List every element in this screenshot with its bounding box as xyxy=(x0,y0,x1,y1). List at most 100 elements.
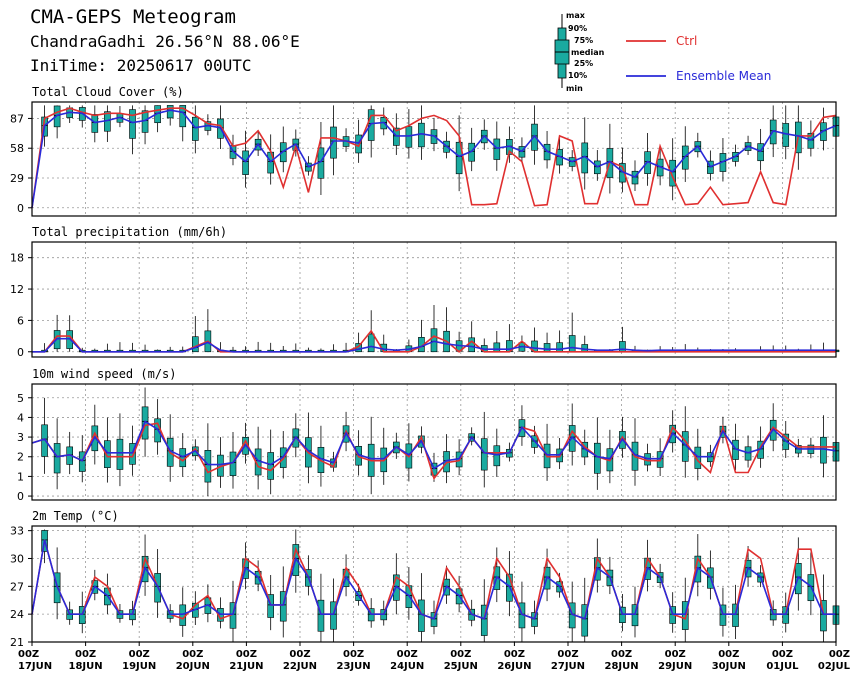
y-tick-label: 6 xyxy=(17,314,24,327)
legend-box-label: median xyxy=(571,48,605,57)
box-iqr xyxy=(531,123,538,151)
init-time-label: IniTime: 20250617 00UTC xyxy=(30,56,252,75)
box-iqr xyxy=(179,604,187,626)
box-iqr xyxy=(430,328,438,353)
x-tick-label-date: 02JUL xyxy=(818,661,851,672)
box-iqr xyxy=(782,123,790,147)
y-tick-label: 5 xyxy=(17,392,24,405)
box-iqr xyxy=(418,122,425,148)
box-iqr xyxy=(242,150,249,175)
box-iqr xyxy=(192,116,199,141)
ensemble-mean-line xyxy=(31,539,836,620)
y-tick-label: 29 xyxy=(10,172,24,185)
box-iqr xyxy=(204,450,212,483)
location-label: ChandraGadhi 26.56°N 88.06°E xyxy=(30,32,300,51)
y-tick-label: 58 xyxy=(10,142,24,155)
box-iqr xyxy=(468,337,475,353)
x-tick-label-time: 00Z xyxy=(182,649,203,660)
box-iqr xyxy=(104,440,111,468)
panel-title: 10m wind speed (m/s) xyxy=(32,367,177,381)
panel-frame xyxy=(31,525,837,643)
box-iqr xyxy=(53,443,61,474)
legend-box-label: min xyxy=(566,84,583,93)
box-iqr xyxy=(493,342,501,353)
y-tick-label: 33 xyxy=(10,525,24,538)
x-tick-label-date: 22JUN xyxy=(283,661,317,672)
x-tick-label-date: 18JUN xyxy=(69,661,103,672)
box-iqr xyxy=(267,452,274,480)
box-iqr xyxy=(480,604,488,636)
x-tick-label-time: 00Z xyxy=(343,649,364,660)
legend-box-label: 75% xyxy=(574,36,593,45)
x-tick-label-time: 00Z xyxy=(557,649,578,660)
x-tick-label-date: 29JUN xyxy=(658,661,692,672)
x-tick-label-time: 00Z xyxy=(718,649,739,660)
box-iqr xyxy=(556,342,563,353)
box-iqr xyxy=(631,604,639,627)
box-iqr xyxy=(480,438,488,471)
box-iqr xyxy=(367,333,375,353)
legend-box-label: max xyxy=(566,11,586,20)
y-tick-label: 30 xyxy=(10,552,24,565)
box-iqr xyxy=(581,604,589,637)
box-iqr xyxy=(619,341,626,353)
legend-box-label: 10% xyxy=(568,71,587,80)
panel-title: Total Cloud Cover (%) xyxy=(32,85,184,99)
y-tick-label: 0 xyxy=(17,490,24,503)
x-tick-label-time: 00Z xyxy=(236,649,257,660)
x-tick-label-date: 01JUL xyxy=(766,661,799,672)
box-iqr xyxy=(267,594,274,618)
box-iqr xyxy=(355,134,362,154)
box-iqr xyxy=(78,606,86,624)
x-tick-label-date: 28JUN xyxy=(605,661,639,672)
x-tick-label-time: 00Z xyxy=(75,649,96,660)
x-tick-label-time: 00Z xyxy=(611,649,632,660)
y-tick-label: 27 xyxy=(10,580,24,593)
x-tick-label-date: 17JUN xyxy=(18,661,52,672)
x-tick-label-time: 00Z xyxy=(397,649,418,660)
x-tick-label-time: 00Z xyxy=(829,649,850,660)
x-tick-label-time: 00Z xyxy=(772,649,793,660)
x-tick-label-time: 00Z xyxy=(289,649,310,660)
y-tick-label: 21 xyxy=(10,636,24,649)
box-iqr xyxy=(330,601,337,630)
x-tick-label-date: 24JUN xyxy=(390,661,424,672)
box-iqr xyxy=(116,438,124,470)
box-iqr xyxy=(393,127,400,146)
box-iqr xyxy=(279,591,287,622)
box-iqr xyxy=(594,442,601,474)
box-iqr xyxy=(493,138,501,160)
x-tick-label-time: 00Z xyxy=(450,649,471,660)
panel-title: Total precipitation (mm/6h) xyxy=(32,225,227,239)
y-tick-label: 1 xyxy=(17,470,24,483)
x-tick-label-date: 21JUN xyxy=(229,661,263,672)
ensemble-mean-line xyxy=(32,337,836,353)
y-tick-label: 4 xyxy=(17,411,24,424)
x-tick-label-date: 30JUN xyxy=(712,661,746,672)
meteogram-title: CMA-GEPS Meteogram xyxy=(30,6,236,28)
y-tick-label: 3 xyxy=(17,431,24,444)
y-tick-label: 2 xyxy=(17,451,24,464)
box-iqr xyxy=(820,600,827,632)
box-iqr xyxy=(129,109,136,139)
ensemble-mean-line xyxy=(31,109,837,208)
x-tick-label-time: 00Z xyxy=(665,649,686,660)
panel-frame xyxy=(31,241,837,358)
y-tick-label: 0 xyxy=(17,346,24,359)
x-tick-label-time: 00Z xyxy=(18,649,39,660)
legend-mean-label: Ensemble Mean xyxy=(676,69,771,83)
box-iqr xyxy=(669,159,676,187)
box-iqr xyxy=(732,603,739,627)
x-tick-label-date: 26JUN xyxy=(497,661,531,672)
box-iqr xyxy=(330,126,337,159)
box-iqr xyxy=(78,451,86,472)
box-iqr xyxy=(166,105,174,119)
ctrl-series-line xyxy=(31,107,837,208)
x-tick-label-date: 19JUN xyxy=(122,661,156,672)
panel-frame xyxy=(31,383,837,501)
x-tick-label-date: 25JUN xyxy=(444,661,478,672)
box-iqr xyxy=(192,336,199,353)
y-tick-label: 24 xyxy=(10,608,24,621)
ensemble-mean-line xyxy=(31,420,837,470)
